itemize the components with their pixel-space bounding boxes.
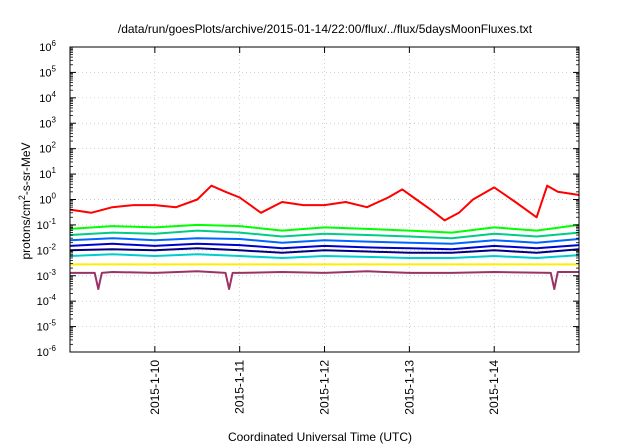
- y-tick-label: 103: [39, 115, 56, 130]
- data-series-line: [69, 253, 580, 259]
- x-tick-label: 2015-1-14: [487, 360, 501, 415]
- x-tick-label: 2015-1-10: [148, 360, 162, 415]
- data-series-line: [69, 223, 580, 234]
- y-tick-label: 10-2: [37, 242, 57, 257]
- x-tick-label: 2015-1-12: [318, 360, 332, 415]
- chart-title: /data/run/goesPlots/archive/2015-01-14/2…: [118, 22, 533, 36]
- data-series-line: [70, 270, 579, 290]
- plot-frame: [69, 46, 580, 353]
- y-tick-label: 10-5: [37, 319, 57, 334]
- data-series-line: [69, 184, 580, 222]
- data-series: [69, 184, 580, 290]
- y-tick-label: 10-4: [37, 293, 57, 308]
- y-tick-label: 106: [39, 39, 56, 54]
- data-series-line: [69, 247, 580, 254]
- y-tick-label: 102: [39, 141, 56, 156]
- data-series-line: [69, 242, 580, 251]
- x-axis-label: Coordinated Universal Time (UTC): [228, 430, 412, 444]
- y-tick-label: 100: [39, 192, 56, 207]
- y-tick-label: 104: [39, 90, 56, 105]
- x-tick-label: 2015-1-13: [402, 360, 416, 415]
- x-tick-label: 2015-1-11: [233, 360, 247, 414]
- grid-lines: [70, 47, 579, 352]
- y-tick-label: 10-1: [37, 217, 57, 232]
- y-tick-label: 105: [39, 64, 56, 79]
- y-tick-label: 10-6: [37, 344, 57, 359]
- data-series-line: [69, 237, 580, 245]
- y-axis-label: protons/cm2-s-sr-MeV: [17, 142, 33, 259]
- axes: 10-6 10-5 10-4 10-3 10-2 10-1 100 101 102 103 104 1…: [37, 39, 580, 415]
- y-tick-label: 101: [39, 166, 56, 181]
- data-series-line: [69, 229, 580, 240]
- y-tick-label: 10-3: [37, 268, 57, 283]
